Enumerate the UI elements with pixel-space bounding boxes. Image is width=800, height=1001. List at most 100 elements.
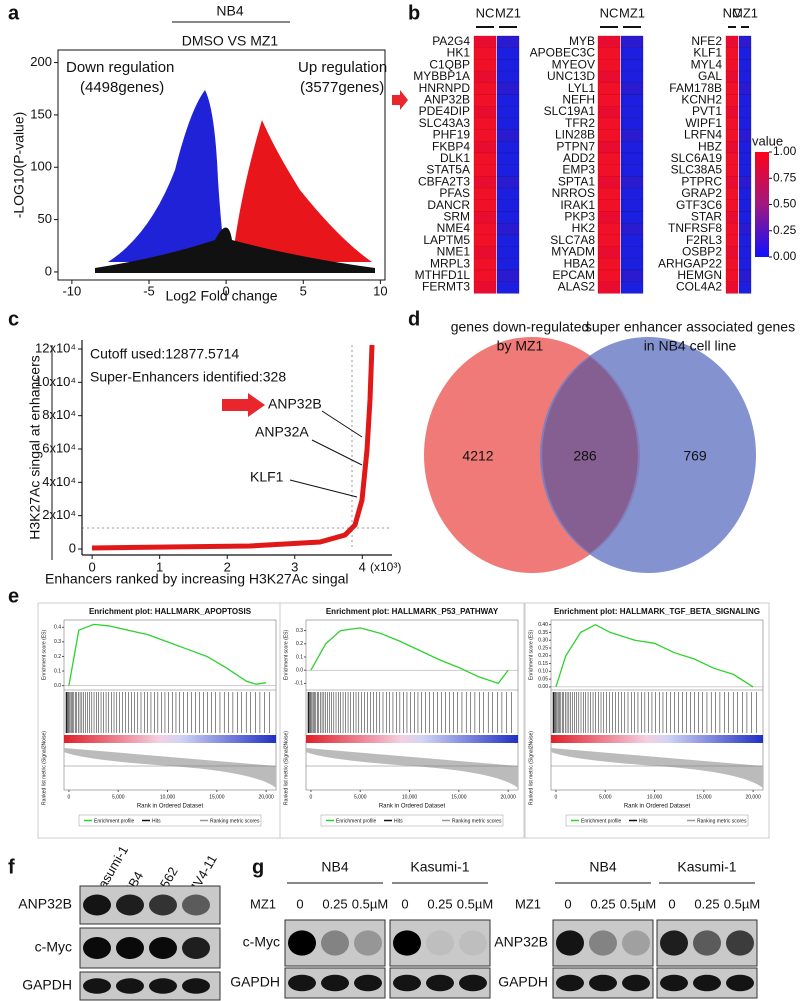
label: genes down-regulated xyxy=(451,319,590,335)
treatment-label: MZ1 xyxy=(515,896,541,911)
dose-label: 0.25 xyxy=(322,896,347,911)
dose-label: 0.25 xyxy=(590,896,615,911)
blot-band xyxy=(726,930,754,956)
legend-tick-label: 0.75 xyxy=(773,170,797,184)
venn-count: 286 xyxy=(573,448,597,464)
treatment-label: MZ1 xyxy=(250,896,276,911)
gene-label: HNRNPD xyxy=(419,81,471,95)
heat-cell xyxy=(620,141,644,154)
gene-label: NME1 xyxy=(437,245,471,259)
blot-band xyxy=(116,978,144,994)
gene-label: NFE2 xyxy=(691,34,722,48)
rank-metric xyxy=(306,748,518,788)
heat-cell xyxy=(738,82,752,95)
legend-label: Enrichment profile xyxy=(336,818,377,824)
heat-cell xyxy=(620,47,644,60)
blot-band xyxy=(393,974,421,992)
gene-label: STAT5A xyxy=(426,163,470,177)
es-curve xyxy=(310,627,509,685)
heat-cell xyxy=(620,258,644,271)
plot-title: Enrichment plot: HALLMARK_APOPTOSIS xyxy=(89,607,252,616)
gene-annotation: ANP32A xyxy=(255,424,309,440)
label: DMSO VS MZ1 xyxy=(182,33,279,49)
heat-cell xyxy=(738,223,752,236)
heat-cell xyxy=(597,129,621,142)
heat-cell xyxy=(496,70,520,83)
gene-label: LRFN4 xyxy=(684,128,722,142)
gene-label: PA2G4 xyxy=(432,34,470,48)
x-axis-label: Rank in Ordered Dataset xyxy=(379,804,446,810)
dose-label: 0 xyxy=(296,896,303,911)
row-label: GAPDH xyxy=(22,977,72,993)
heat-cell xyxy=(473,35,497,48)
blot-band xyxy=(589,974,617,992)
heat-cell xyxy=(597,258,621,271)
blot-band xyxy=(149,937,177,959)
gene-label: PHF19 xyxy=(433,128,471,142)
gene-label: PFAS xyxy=(439,186,470,200)
heat-cell xyxy=(620,106,644,119)
heat-cell xyxy=(620,70,644,83)
gene-label: MTHFD1L xyxy=(415,268,471,282)
heat-cell xyxy=(597,59,621,72)
heat-cell xyxy=(496,281,520,294)
gene-label: NRROS xyxy=(552,186,595,200)
x-tick-label: 20,000 xyxy=(745,794,761,800)
heat-cell xyxy=(620,223,644,236)
plot-frame xyxy=(57,49,386,281)
heat-cell xyxy=(496,117,520,130)
y-tick-label: 0.3 xyxy=(54,639,61,645)
heat-cell xyxy=(473,129,497,142)
heat-cell xyxy=(725,47,739,60)
gene-label: IRAK1 xyxy=(560,198,595,212)
plot-panel xyxy=(37,602,283,839)
x-tick-label: 5 xyxy=(300,283,307,298)
legend-tick-label: 1.00 xyxy=(773,144,797,158)
heat-cell xyxy=(620,246,644,259)
heat-cell xyxy=(496,258,520,271)
volcano-cloud xyxy=(95,90,375,273)
column-header: NC xyxy=(600,5,619,20)
blot-band xyxy=(83,978,111,994)
blot-band xyxy=(321,930,349,956)
x-tick-label: 5,000 xyxy=(599,794,612,800)
y-tick-label: 12x10⁴ xyxy=(35,340,76,355)
y-axis-label: Enrichment score (ES) xyxy=(283,630,289,681)
heat-cell xyxy=(597,246,621,259)
legend-label: Hits xyxy=(639,818,648,824)
y-tick-label: 8x10⁴ xyxy=(42,407,76,422)
gene-label: SLC6A19 xyxy=(671,151,723,165)
y-tick-label: 0.1 xyxy=(296,654,303,660)
heat-cell xyxy=(738,176,752,189)
legend-label: Ranking metric scores xyxy=(452,818,502,824)
dose-label: 0.5µM xyxy=(352,896,388,911)
heat-cell xyxy=(725,246,739,259)
heat-cell xyxy=(738,59,752,72)
heat-cell xyxy=(496,187,520,200)
y-tick-label: 0.2 xyxy=(296,641,303,647)
heat-cell xyxy=(620,152,644,165)
blot-band xyxy=(116,894,144,916)
y-tick-label: 150 xyxy=(30,106,52,121)
y-axis-label: Enrichment score (ES) xyxy=(528,630,534,681)
heat-cell xyxy=(620,35,644,48)
gene-label: SPTA1 xyxy=(558,174,595,188)
blot-band xyxy=(660,930,688,956)
dose-label: 0.5µM xyxy=(724,896,760,911)
heat-cell xyxy=(597,82,621,95)
y-axis-label: Ranked list metric (Signal2Noise) xyxy=(283,731,289,805)
y-tick-label: 0.0 xyxy=(54,683,61,689)
dose-label: 0.25 xyxy=(694,896,719,911)
gene-label: ALAS2 xyxy=(558,280,596,294)
legend-box xyxy=(78,814,262,827)
heat-cell xyxy=(473,246,497,259)
blot-band xyxy=(321,974,349,992)
x-tick-label: 15,000 xyxy=(209,794,225,800)
column-header: NC xyxy=(476,5,495,20)
row-label: ANP32B xyxy=(18,896,72,912)
blot-band xyxy=(393,930,421,956)
heat-cell xyxy=(725,281,739,294)
x-tick-label: 1 xyxy=(156,559,163,574)
heat-cell xyxy=(473,47,497,60)
blot-band xyxy=(459,930,487,956)
